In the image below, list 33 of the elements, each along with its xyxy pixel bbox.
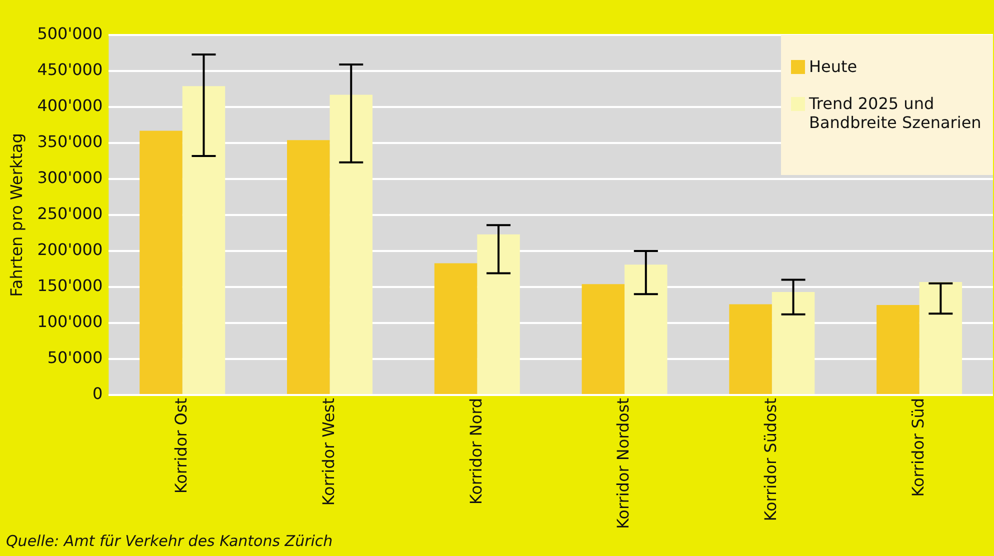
bar: [140, 130, 182, 394]
y-axis-title: Fahrten pro Werktag: [6, 133, 26, 297]
x-tick-label: Korridor Nord: [466, 398, 486, 505]
bar: [330, 94, 372, 394]
y-tick-label: 500'000: [37, 24, 103, 44]
bar: [624, 264, 668, 394]
x-tick-label: Korridor Südost: [761, 398, 780, 522]
legend-label: Heute: [809, 57, 858, 76]
x-tick-label: Korridor Süd: [908, 398, 928, 497]
x-tick-label: Korridor West: [318, 398, 338, 506]
y-tick-label: 150'000: [37, 276, 103, 296]
bar: [434, 263, 478, 394]
bar: [477, 234, 520, 394]
y-tick-label: 0: [92, 384, 103, 404]
bar: [729, 304, 772, 394]
bar: [772, 292, 815, 394]
bar: [876, 304, 920, 394]
y-tick-label: 200'000: [37, 240, 103, 260]
y-tick-label: 400'000: [37, 96, 103, 116]
y-tick-label: 250'000: [37, 204, 103, 224]
bar: [919, 282, 962, 394]
source-note: Quelle: Amt für Verkehr des Kantons Zürich: [6, 532, 333, 550]
bar: [287, 140, 330, 394]
y-tick-label: 100'000: [37, 312, 103, 332]
bar: [182, 86, 226, 394]
y-tick-label: 450'000: [37, 60, 103, 80]
x-tick-label: Korridor Ost: [172, 398, 191, 494]
x-tick-label: Korridor Nordost: [614, 398, 633, 530]
legend-label: Trend 2025 und Bandbreite Szenarien: [809, 94, 982, 132]
y-tick-label: 50'000: [47, 348, 103, 368]
y-tick-label: 300'000: [37, 168, 103, 188]
y-tick-label: 350'000: [37, 132, 103, 152]
bar: [582, 284, 625, 394]
